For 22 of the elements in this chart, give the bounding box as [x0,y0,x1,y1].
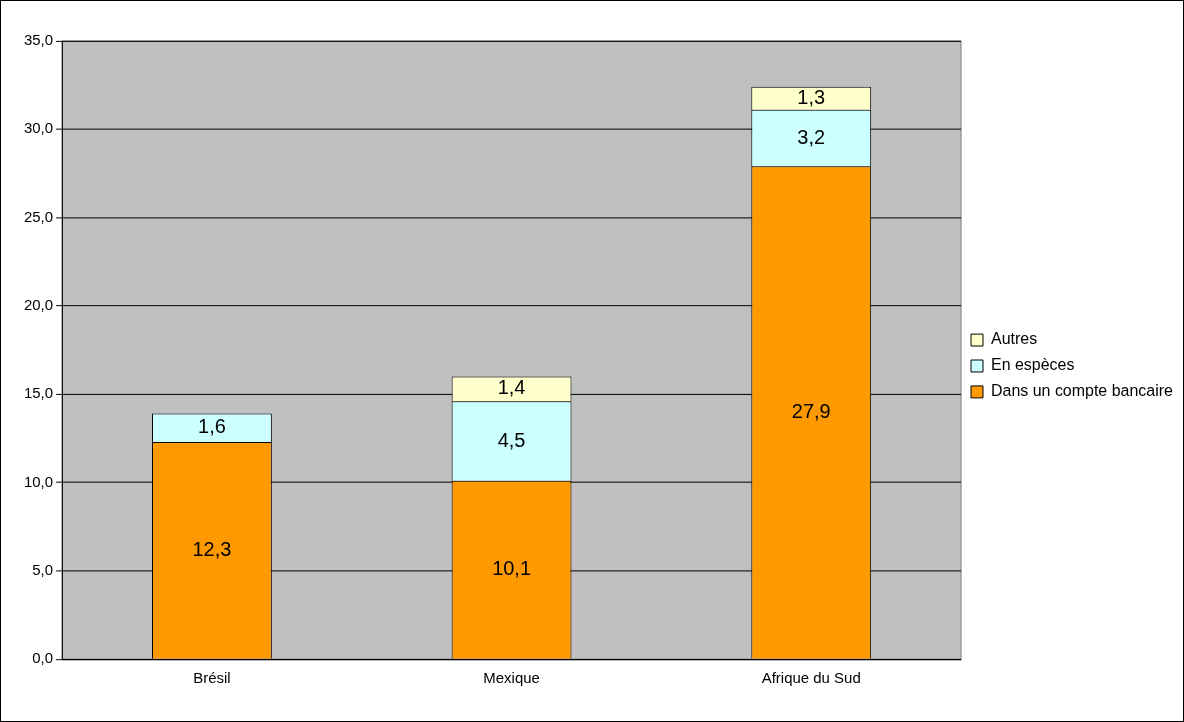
data-label: 1,4 [497,376,526,399]
y-tick-label: 30,0 [23,119,54,137]
legend-label: Dans un compte bancaire [991,382,1174,400]
data-label: 10,1 [492,557,531,580]
data-label: 4,5 [497,428,526,451]
data-label: 12,3 [192,537,232,560]
x-tick-label: Brésil [193,669,231,687]
data-label: 3,2 [797,125,826,148]
y-tick-label: 10,0 [23,472,54,490]
y-tick-label: 15,0 [23,384,54,402]
x-tick-label: Afrique du Sud [761,669,861,687]
data-label: 1,6 [198,415,226,438]
y-tick-label: 25,0 [23,207,54,225]
x-tick-label: Mexique [483,669,540,687]
legend-label: Autres [991,330,1038,348]
y-tick-label: 35,0 [23,31,54,49]
y-tick-label: 20,0 [23,296,54,313]
legend-label: En espèces [991,356,1075,374]
data-label: 1,3 [797,85,826,108]
data-label: 27,9 [791,400,831,422]
y-tick-label: 5,0 [32,560,54,578]
y-tick-label: 0,0 [32,649,54,667]
